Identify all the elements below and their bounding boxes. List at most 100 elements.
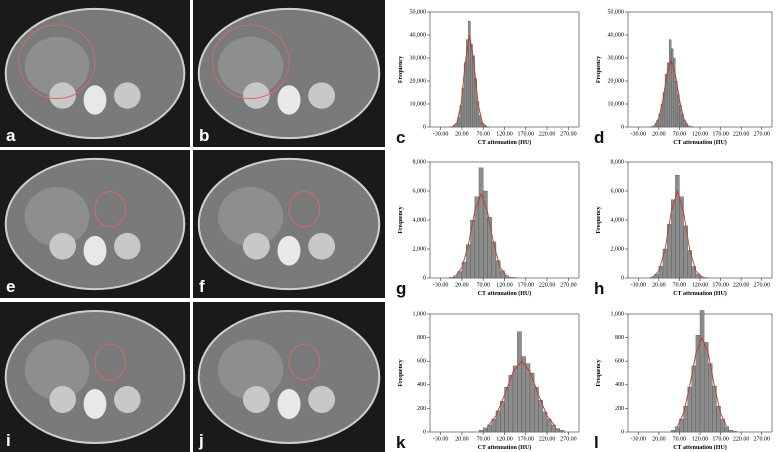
bar	[732, 431, 738, 433]
bar	[525, 363, 531, 433]
bar	[495, 260, 501, 279]
bar	[687, 125, 690, 128]
y-tick-label: 200	[417, 406, 426, 412]
panel-label: i	[6, 431, 11, 450]
y-tick-label: 400	[615, 382, 624, 388]
x-tick-label: 70.00	[476, 436, 490, 442]
x-tick-label: 220.00	[539, 131, 556, 137]
ct-kidney	[114, 82, 141, 109]
y-tick-label: 0	[423, 429, 426, 435]
x-axis-title: CT attenuation (HU)	[673, 139, 727, 146]
lesion-outline	[94, 190, 126, 228]
y-tick-label: 50,000	[608, 9, 625, 15]
y-axis-title: Frequency	[398, 359, 404, 386]
bar	[478, 167, 484, 279]
y-axis-title: Frequency	[596, 56, 602, 83]
ct-organ	[24, 36, 90, 96]
panel-label: c	[396, 128, 405, 147]
ct-image: e	[0, 150, 190, 298]
bar	[491, 241, 497, 279]
x-tick-label: -30.00	[433, 436, 449, 442]
y-tick-label: 8,000	[413, 159, 427, 165]
x-tick-label: 270.00	[560, 282, 577, 288]
bar	[517, 331, 522, 433]
x-tick-label: 170.00	[518, 436, 535, 442]
x-tick-label: 70.00	[476, 282, 490, 288]
lesion-outline	[211, 24, 290, 99]
ct-kidney	[242, 386, 270, 413]
y-axis-title: Frequency	[596, 206, 602, 233]
ct-image: i	[0, 302, 190, 452]
ct-image: j	[193, 302, 385, 452]
y-tick-label: 8,000	[611, 159, 625, 165]
bar	[478, 430, 484, 433]
x-tick-label: 270.00	[560, 131, 577, 137]
ct-kidney	[308, 386, 336, 413]
bar	[487, 216, 492, 279]
ct-organ	[217, 187, 284, 247]
x-tick-label: 270.00	[753, 436, 770, 442]
x-tick-label: 170.00	[712, 131, 729, 137]
normal-curve	[654, 58, 689, 126]
y-tick-label: 10,000	[608, 101, 625, 107]
y-tick-label: 10,000	[410, 101, 427, 107]
x-tick-label: -30.00	[631, 282, 647, 288]
x-tick-label: 70.00	[673, 282, 687, 288]
x-tick-label: 120.00	[496, 282, 513, 288]
x-tick-label: 20.00	[652, 282, 666, 288]
panel-label: f	[199, 277, 205, 296]
ct-kidney	[308, 232, 336, 260]
ct-spine	[83, 235, 107, 266]
y-tick-label: 0	[621, 124, 624, 130]
bar	[691, 266, 697, 279]
y-tick-label: 0	[423, 275, 426, 281]
x-axis-title: CT attenuation (HU)	[478, 290, 532, 297]
panel-label: a	[6, 126, 16, 145]
bar	[691, 365, 697, 433]
x-tick-label: 220.00	[539, 282, 556, 288]
lesion-outline	[288, 190, 321, 228]
y-tick-label: 4,000	[413, 217, 427, 223]
ct-spine	[277, 85, 301, 115]
panel-label: h	[594, 279, 604, 298]
panel-label: k	[396, 433, 406, 452]
ct-kidney	[308, 82, 336, 109]
bar	[483, 190, 488, 279]
panel-label: l	[594, 433, 599, 452]
x-tick-label: -30.00	[433, 282, 449, 288]
y-tick-label: 0	[423, 124, 426, 130]
x-tick-label: 120.00	[692, 282, 709, 288]
y-tick-label: 800	[417, 335, 426, 341]
ct-image: f	[193, 150, 385, 298]
bar	[478, 115, 482, 128]
plot-frame	[429, 161, 580, 279]
y-tick-label: 400	[417, 382, 426, 388]
bar	[521, 356, 526, 433]
x-axis-title: CT attenuation (HU)	[478, 444, 532, 451]
x-tick-label: 20.00	[652, 131, 666, 137]
x-axis-title: CT attenuation (HU)	[478, 139, 532, 146]
bar	[555, 428, 560, 433]
y-tick-label: 800	[615, 335, 624, 341]
panel-label: j	[198, 431, 204, 450]
bar	[703, 342, 709, 433]
bar	[668, 39, 672, 128]
ct-kidney	[49, 232, 76, 260]
x-axis-title: CT attenuation (HU)	[673, 444, 727, 451]
bar	[483, 427, 488, 433]
y-tick-label: 1,000	[611, 311, 625, 317]
ct-kidney	[114, 232, 141, 260]
histogram: 0 200 400 600 800 1,000 -30.00 20.00 70.00 120.00…	[396, 311, 580, 452]
ct-kidney	[49, 82, 76, 109]
bar	[728, 430, 734, 433]
ct-organ	[24, 339, 90, 400]
y-tick-label: 4,000	[611, 217, 625, 223]
plot-frame	[429, 11, 580, 128]
ct-organ	[217, 36, 284, 96]
normal-curve	[452, 34, 487, 127]
bar	[483, 125, 486, 128]
y-tick-label: 2,000	[611, 246, 625, 252]
y-tick-label: 1,000	[413, 311, 427, 317]
bar	[470, 44, 473, 128]
